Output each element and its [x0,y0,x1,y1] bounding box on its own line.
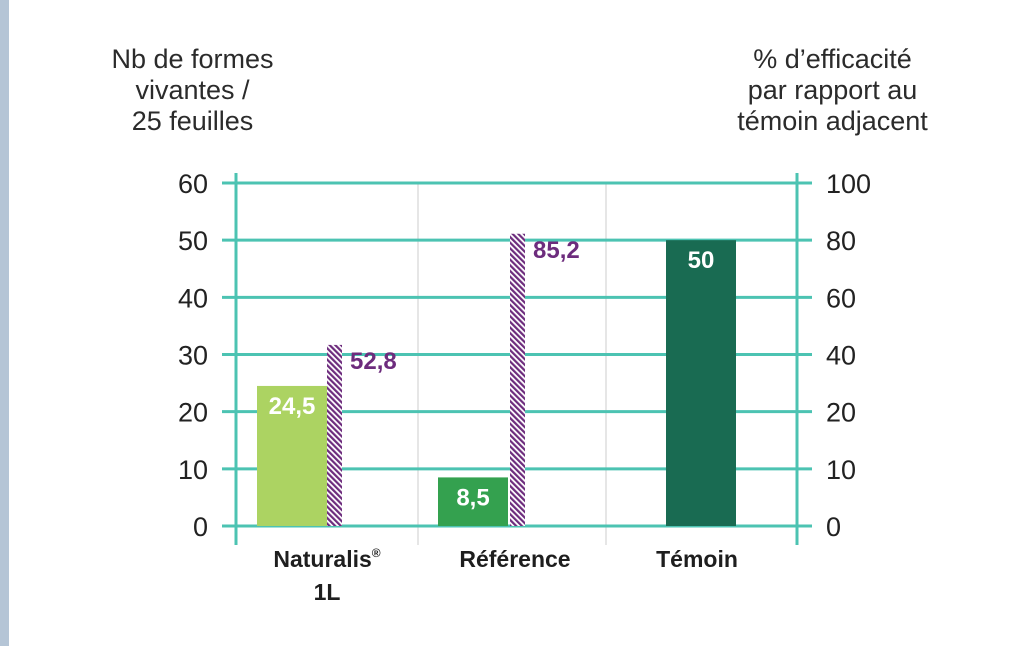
data-label: 50 [688,247,715,274]
bar-efficacite [510,233,525,526]
left-tick-label: 20 [178,398,208,428]
category-label: Naturalis® [273,546,380,572]
right-tick-label: 10 [826,455,856,485]
right-tick-label: 80 [826,226,856,256]
left-tick-label: 60 [178,169,208,199]
category-label: Témoin [656,546,738,572]
data-label: 8,5 [456,484,489,511]
left-decorative-rule [0,0,9,646]
data-label: 85,2 [533,237,580,264]
left-tick-label: 0 [193,512,208,542]
right-tick-label: 20 [826,398,856,428]
bar-formes-vivantes [257,385,327,526]
right-tick-label: 60 [826,283,856,313]
left-axis-title: Nb de formes vivantes / 25 feuilles [111,44,274,136]
left-tick-label: 40 [178,283,208,313]
registered-mark: ® [372,546,381,560]
bar-efficacite [327,344,342,526]
right-tick-label: 100 [826,169,871,199]
right-tick-label: 40 [826,341,856,371]
bar-formes-vivantes [666,240,736,526]
category-label: Référence [459,546,570,572]
right-tick-label: 0 [826,512,841,542]
left-tick-label: 10 [178,455,208,485]
bar-formes-vivantes [438,477,508,526]
left-tick-label: 30 [178,341,208,371]
data-label: 52,8 [350,348,397,375]
right-axis-title: % d’efficacité par rapport au témoin adj… [737,44,928,136]
data-label: 24,5 [269,393,316,420]
left-tick-label: 50 [178,226,208,256]
category-label-line2: 1L [314,579,341,605]
